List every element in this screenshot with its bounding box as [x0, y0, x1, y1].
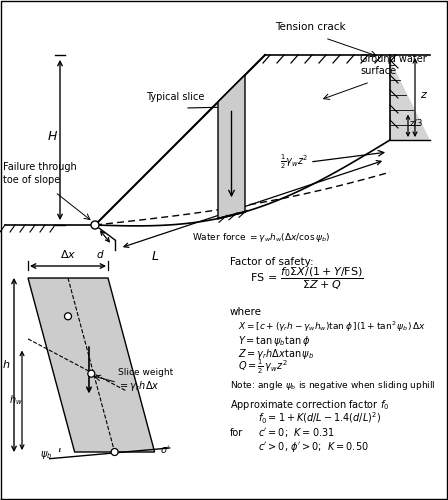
Text: Ground water: Ground water [360, 54, 427, 64]
Text: FS$\,=\,\dfrac{f_0\Sigma X/(1+Y/\mathrm{FS})}{\Sigma Z+Q}$: FS$\,=\,\dfrac{f_0\Sigma X/(1+Y/\mathrm{… [250, 265, 364, 291]
Text: toe of slope: toe of slope [3, 175, 60, 185]
Text: $\sigma'$: $\sigma'$ [159, 444, 170, 456]
Text: Typical slice: Typical slice [146, 92, 204, 102]
Text: L: L [151, 250, 159, 263]
Circle shape [91, 221, 99, 229]
Text: Water force $= \gamma_w h_w(\Delta x/\cos\psi_b)$: Water force $= \gamma_w h_w(\Delta x/\co… [192, 231, 330, 244]
Text: $\Delta x$: $\Delta x$ [60, 248, 76, 260]
Text: Note: angle $\psi_b$ is negative when sliding uphill: Note: angle $\psi_b$ is negative when sl… [230, 379, 435, 392]
Text: $Q=\frac{1}{2}\,\gamma_w z^2$: $Q=\frac{1}{2}\,\gamma_w z^2$ [238, 358, 288, 376]
Text: $h_w$: $h_w$ [9, 393, 23, 406]
Polygon shape [28, 278, 155, 452]
Text: z/3: z/3 [410, 119, 423, 128]
Text: $Y=\tan\psi_b\tan\phi$: $Y=\tan\psi_b\tan\phi$ [238, 334, 310, 348]
Text: $c'=0$;  $K=0.31$: $c'=0$; $K=0.31$ [258, 426, 335, 439]
Text: z: z [420, 90, 426, 100]
Text: H: H [47, 130, 57, 143]
Polygon shape [218, 75, 245, 219]
Text: $f_0=1+K(d/L-1.4(d/L)^2)$: $f_0=1+K(d/L-1.4(d/L)^2)$ [258, 410, 381, 426]
Text: Slice weight: Slice weight [118, 368, 173, 378]
Text: $\psi_b$: $\psi_b$ [40, 449, 53, 461]
Text: h: h [3, 360, 9, 370]
Text: $\frac{1}{2}\gamma_w z^2$: $\frac{1}{2}\gamma_w z^2$ [280, 152, 308, 171]
Text: $Z=\gamma_r h\Delta x\tan\psi_b$: $Z=\gamma_r h\Delta x\tan\psi_b$ [238, 347, 314, 361]
Text: Approximate correction factor $f_0$: Approximate correction factor $f_0$ [230, 398, 389, 412]
Text: $c'>0$, $\phi'>0$;  $K=0.50$: $c'>0$, $\phi'>0$; $K=0.50$ [258, 440, 369, 454]
Text: $=\gamma_r h\Delta x$: $=\gamma_r h\Delta x$ [118, 380, 159, 394]
Circle shape [88, 370, 95, 377]
Circle shape [65, 313, 72, 320]
Text: $X=[c+(\gamma_r h-\gamma_w h_w)\tan\phi\,](1+\tan^2\psi_b)\,\Delta x$: $X=[c+(\gamma_r h-\gamma_w h_w)\tan\phi\… [238, 320, 426, 334]
Text: Tension crack: Tension crack [275, 22, 345, 32]
Text: for: for [230, 428, 243, 438]
Polygon shape [390, 60, 430, 140]
Text: d: d [97, 250, 103, 260]
Text: where: where [230, 307, 262, 317]
Circle shape [111, 448, 118, 456]
Text: Factor of safety:: Factor of safety: [230, 257, 314, 267]
Text: Failure through: Failure through [3, 162, 77, 172]
Text: surface: surface [360, 66, 396, 76]
